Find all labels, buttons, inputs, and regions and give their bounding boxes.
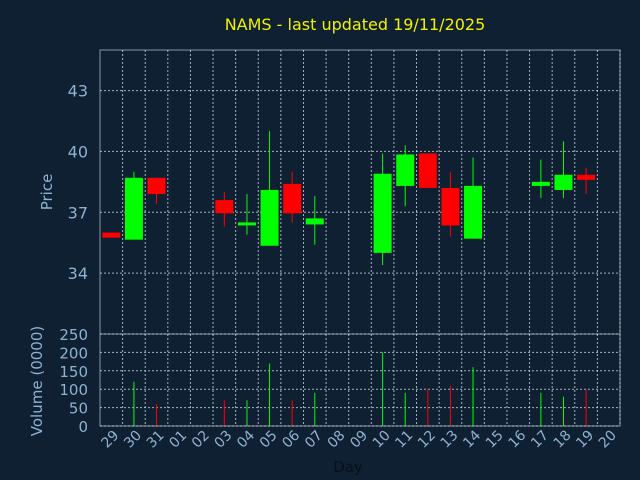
volume-tick-label: 100: [59, 381, 88, 399]
candle-body: [305, 218, 324, 225]
candle-body: [237, 222, 256, 226]
volume-tick-label: 50: [69, 400, 88, 418]
day-tick-label: 03: [212, 428, 236, 452]
candle-body: [418, 153, 437, 188]
price-tick-label: 40: [68, 142, 88, 161]
price-tick-label: 34: [68, 264, 88, 283]
x-axis-label: Day: [333, 458, 363, 476]
day-tick-label: 07: [302, 428, 326, 452]
day-tick-label: 29: [99, 428, 123, 452]
volume-tick-label: 150: [59, 363, 88, 381]
candle-body: [464, 185, 483, 239]
candle-body: [283, 183, 302, 214]
candle-body: [396, 154, 415, 186]
volume-tick-label: 0: [78, 418, 88, 436]
candle-body: [102, 232, 121, 238]
day-tick-label: 14: [460, 427, 484, 451]
candle-body: [124, 177, 143, 240]
day-tick-label: 01: [166, 428, 190, 452]
price-tick-label: 37: [68, 203, 88, 222]
price-axis-label: Price: [38, 174, 56, 211]
day-tick-label: 04: [234, 427, 258, 451]
day-tick-label: 08: [325, 428, 349, 452]
day-tick-label: 10: [370, 428, 394, 452]
candle-body: [554, 174, 573, 190]
day-tick-label: 15: [483, 428, 507, 452]
candles: [102, 131, 596, 266]
candle-body: [260, 189, 279, 246]
price-axis-ticks: 43 40 37 34: [68, 82, 88, 284]
day-tick-label: 19: [573, 428, 597, 452]
candle-body: [577, 174, 596, 180]
grid: [100, 50, 621, 427]
candle-body: [147, 177, 166, 195]
day-axis-ticks: 2930310102030405060708091011121314151617…: [99, 427, 620, 451]
volume-axis-label: Volume (0000): [28, 326, 46, 436]
candle-body: [531, 181, 550, 186]
day-tick-label: 16: [505, 427, 529, 451]
volume-bars: [133, 352, 587, 426]
day-tick-label: 12: [415, 428, 439, 452]
day-tick-label: 11: [392, 428, 416, 452]
volume-tick-label: 250: [59, 326, 88, 344]
day-tick-label: 06: [279, 427, 303, 451]
day-tick-label: 31: [144, 428, 168, 452]
day-tick-label: 18: [551, 428, 575, 452]
day-tick-label: 17: [528, 428, 552, 452]
chart-title: NAMS - last updated 19/11/2025: [225, 15, 486, 34]
day-tick-label: 05: [257, 428, 281, 452]
candle-body: [441, 187, 460, 226]
day-tick-label: 13: [438, 428, 462, 452]
day-tick-label: 09: [347, 428, 371, 452]
candle-body: [215, 200, 234, 214]
day-tick-label: 20: [596, 428, 620, 452]
day-tick-label: 02: [189, 428, 213, 452]
plot-frame: [99, 49, 621, 427]
price-tick-label: 43: [68, 82, 88, 101]
volume-tick-label: 200: [59, 344, 88, 362]
candle-body: [373, 173, 392, 253]
day-tick-label: 30: [121, 428, 145, 452]
